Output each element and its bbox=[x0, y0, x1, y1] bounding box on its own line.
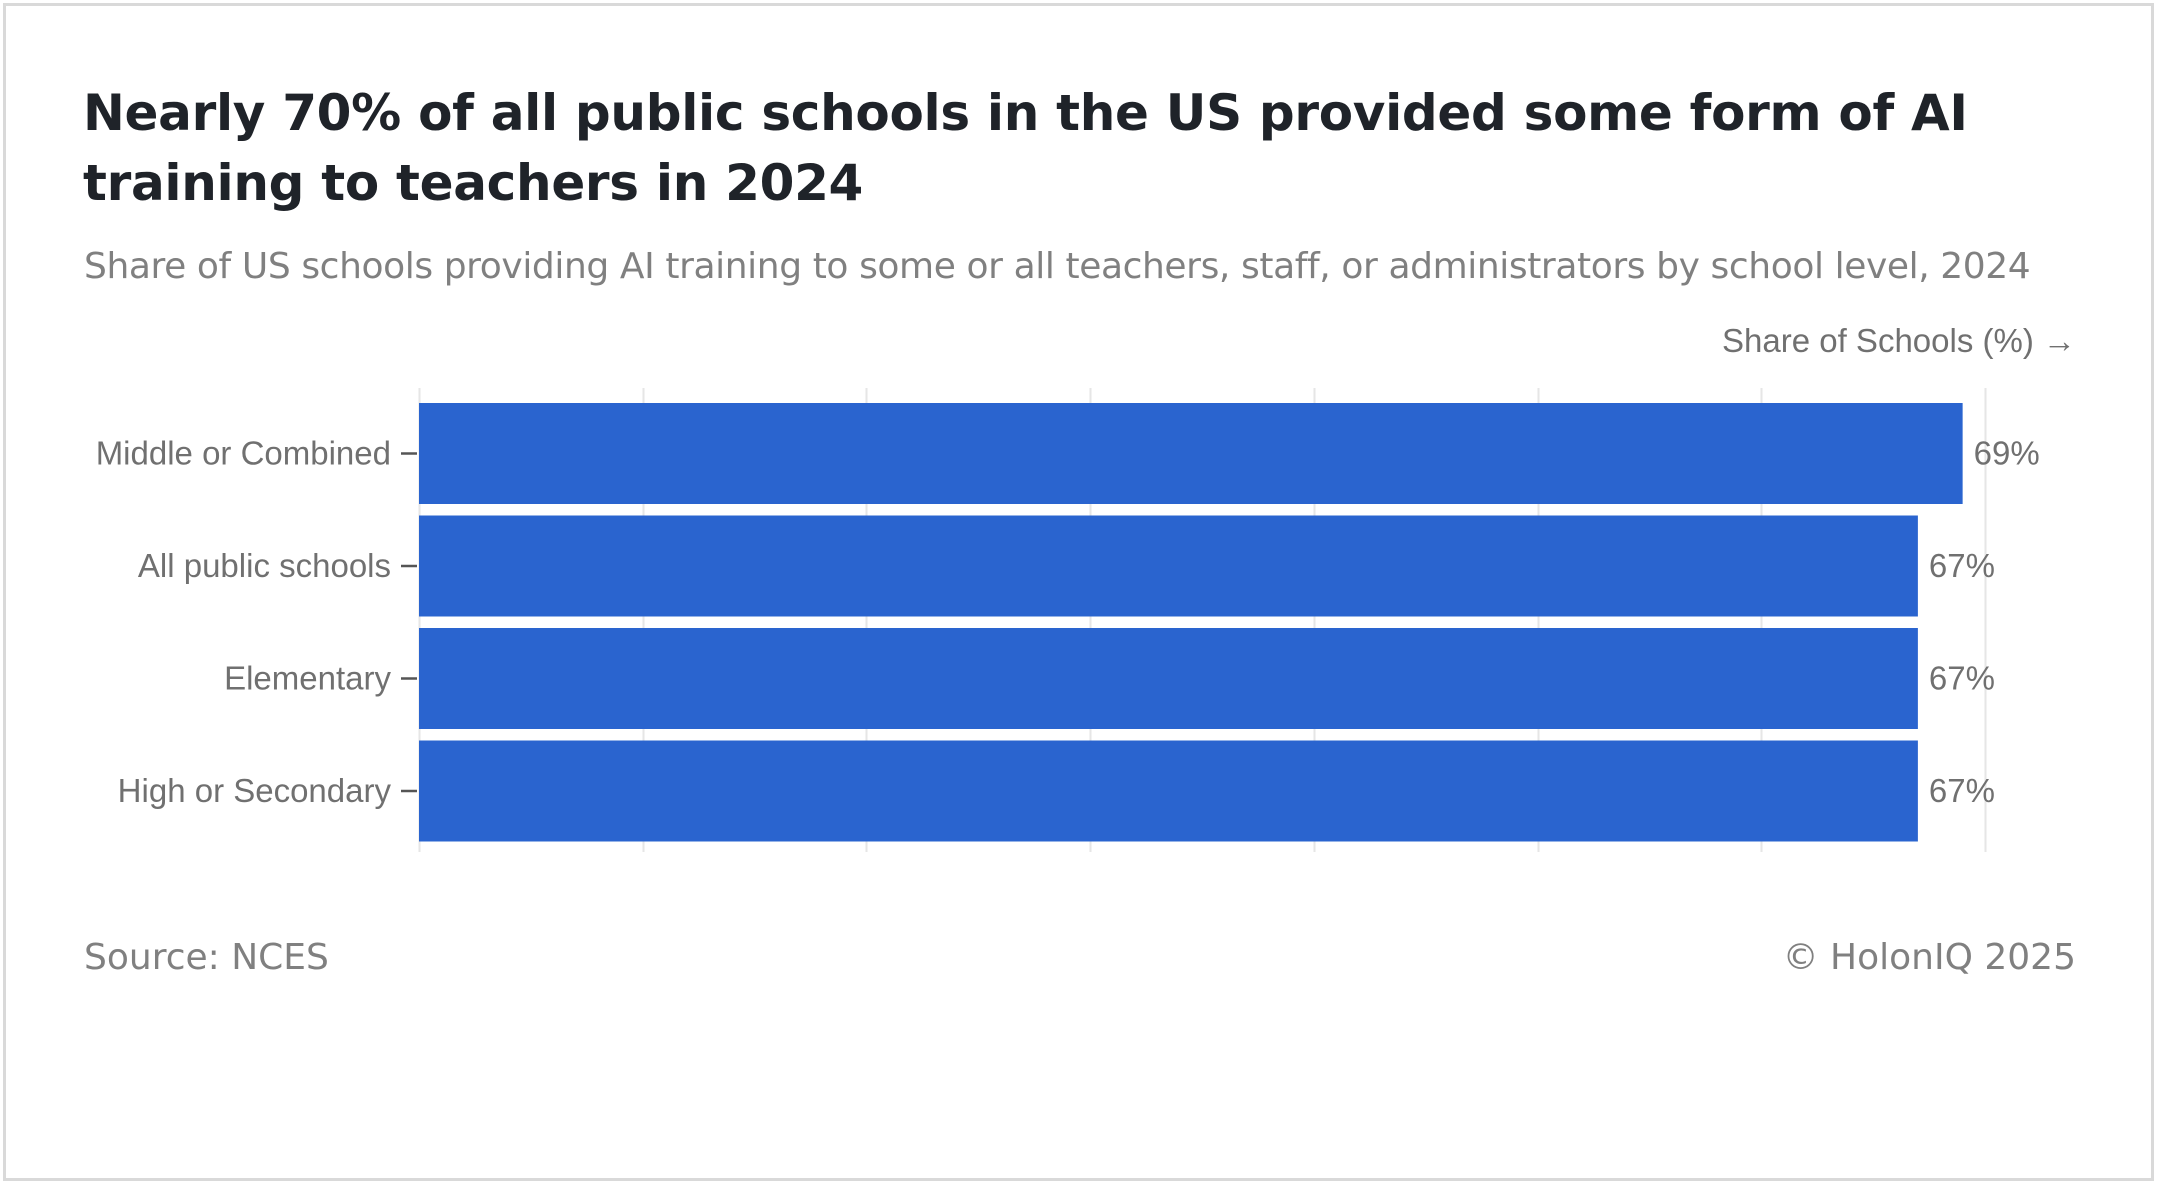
chart-title: Nearly 70% of all public schools in the … bbox=[83, 84, 1968, 212]
value-label-1: 67% bbox=[1929, 547, 1995, 584]
bar-3 bbox=[419, 740, 1918, 842]
category-label-2: Elementary bbox=[224, 660, 391, 697]
category-label-0: Middle or Combined bbox=[96, 435, 391, 472]
category-label-3: High or Secondary bbox=[118, 772, 392, 809]
copyright-note: © HolonIQ 2025 bbox=[1782, 937, 2076, 978]
bars bbox=[419, 403, 1963, 842]
bar-2 bbox=[419, 628, 1918, 729]
x-axis-title: Share of Schools (%) → bbox=[1722, 322, 2076, 359]
value-label-0: 69% bbox=[1974, 435, 2040, 472]
value-label-3: 67% bbox=[1929, 772, 1995, 809]
labels: Middle or Combined 69% All public schools 6… bbox=[96, 435, 2040, 810]
value-label-2: 67% bbox=[1929, 660, 1995, 697]
category-label-1: All public schools bbox=[138, 547, 391, 584]
chart-subtitle: Share of US schools providing AI trainin… bbox=[84, 246, 2031, 287]
bar-0 bbox=[419, 403, 1963, 504]
source-note: Source: NCES bbox=[84, 937, 329, 978]
bar-1 bbox=[419, 515, 1918, 617]
